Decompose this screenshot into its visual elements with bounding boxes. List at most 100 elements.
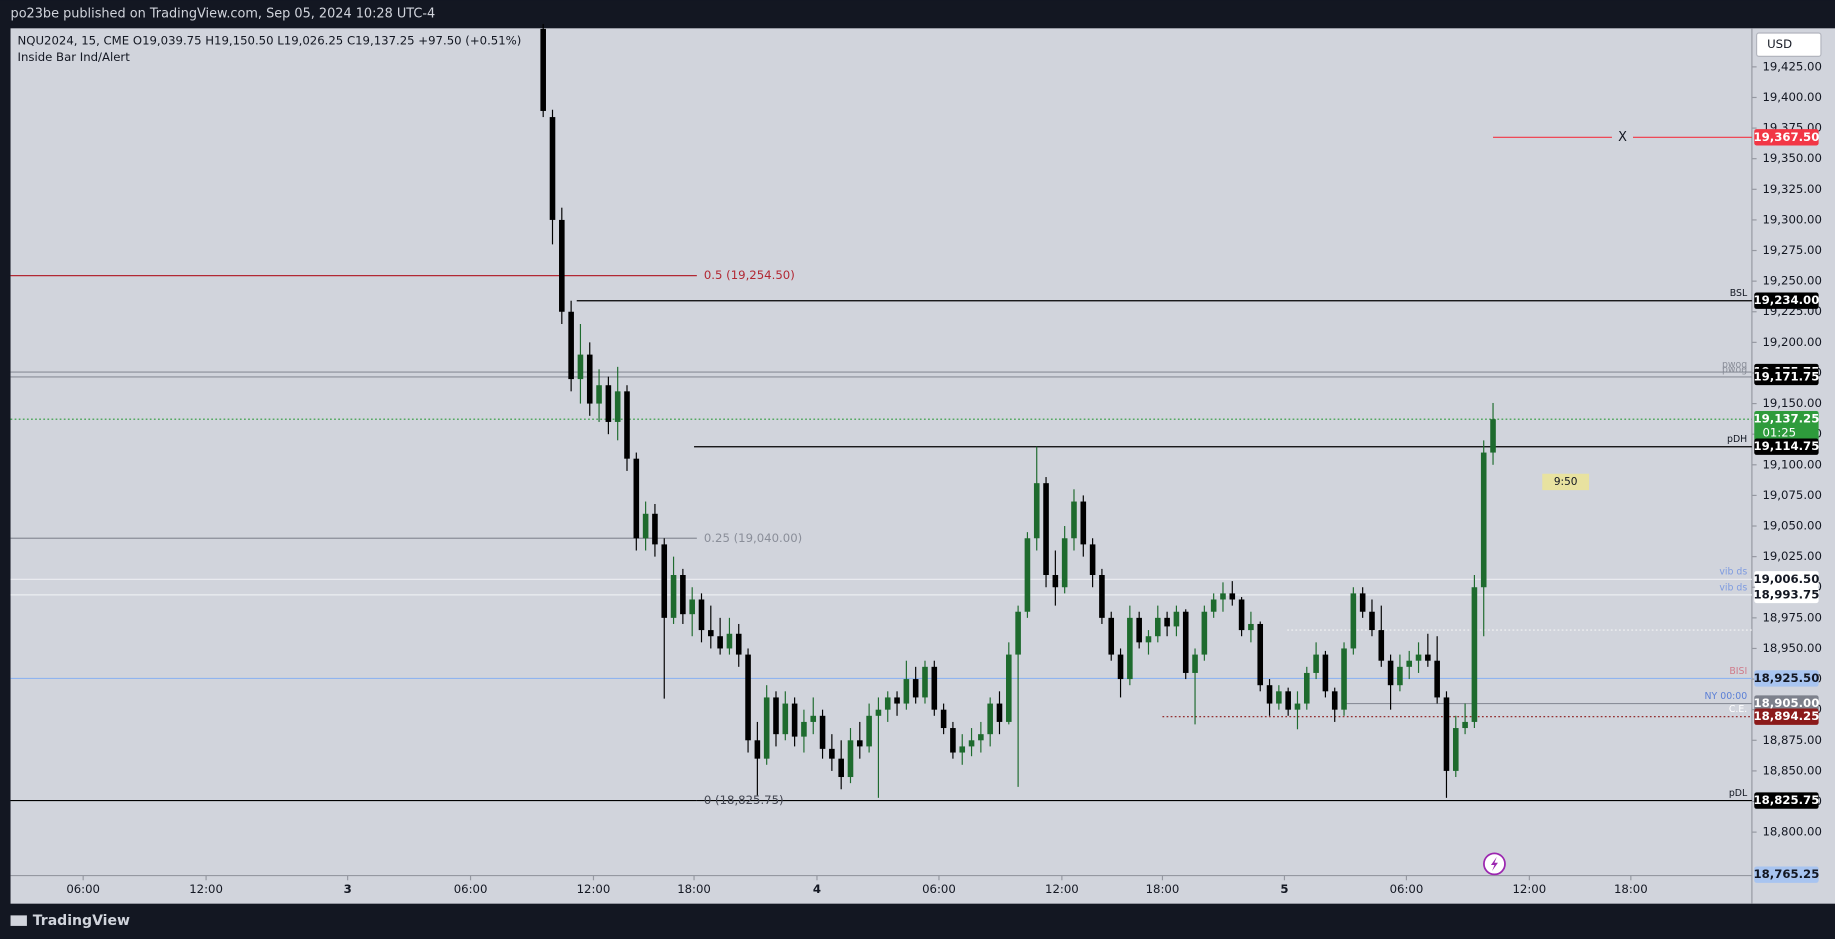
- candle-body: [1257, 623, 1264, 686]
- y-tick-label: 18,850.00: [1762, 763, 1821, 777]
- candle-body: [1248, 623, 1254, 631]
- x-tick-label: 12:00: [1513, 882, 1547, 896]
- level-label: vib ds: [1719, 582, 1747, 593]
- brand-logo: [10, 915, 27, 926]
- candle-body: [661, 544, 668, 618]
- price-tag: [1754, 571, 1819, 588]
- legend-symbol: NQU2024, 15, CME O19,039.75 H19,150.50 L…: [18, 34, 522, 48]
- candle-body: [549, 117, 556, 220]
- candle-body: [782, 703, 789, 735]
- candle-body: [1480, 452, 1487, 588]
- candle-body: [1033, 483, 1040, 539]
- candle-body: [1378, 630, 1385, 661]
- level-label: C.E.: [1729, 704, 1747, 715]
- candle-body: [1210, 599, 1217, 612]
- candle-body: [1220, 593, 1226, 600]
- price-tag: [1754, 292, 1819, 309]
- annotation-box: [1542, 473, 1590, 491]
- candle-body: [922, 666, 928, 698]
- flash-icon[interactable]: [1483, 852, 1506, 876]
- y-tick-label: 18,950.00: [1762, 641, 1821, 655]
- x-tick-label: 18:00: [1146, 882, 1180, 896]
- candle-body: [1406, 660, 1413, 667]
- price-tag: [1754, 129, 1819, 146]
- candle-body: [1359, 593, 1366, 612]
- price-tag: [1754, 670, 1819, 687]
- candle-body: [1266, 685, 1273, 704]
- candle-body: [875, 709, 882, 716]
- candle-body: [1099, 574, 1105, 618]
- plot-area: [10, 28, 1752, 876]
- level-label: 0 (18,825.75): [704, 793, 784, 807]
- annotation-text: 9:50: [1554, 476, 1578, 488]
- price-tag: [1754, 866, 1819, 883]
- candle-body: [857, 740, 863, 747]
- candle-body: [633, 458, 640, 539]
- candle-body: [1173, 611, 1180, 627]
- candle-body: [540, 28, 546, 111]
- candle-body: [1490, 419, 1496, 453]
- candle-body: [996, 703, 1003, 722]
- x-tick-label: 12:00: [1045, 882, 1079, 896]
- level-label: pDL: [1729, 788, 1748, 799]
- candle-body: [1127, 617, 1133, 680]
- candle-body: [1071, 501, 1077, 539]
- x-tick-label: 06:00: [922, 882, 956, 896]
- y-tick-label: 19,425.00: [1762, 59, 1821, 73]
- price-tag: [1754, 368, 1819, 386]
- price-tag-label: 18,925.50: [1754, 671, 1820, 685]
- candle-body: [1154, 617, 1161, 637]
- y-tick-label: 19,200.00: [1762, 335, 1821, 349]
- candle-body: [642, 513, 649, 539]
- level-label: pwog: [1722, 364, 1747, 375]
- candle-body: [987, 703, 993, 735]
- candle-body: [559, 219, 565, 312]
- candle-body: [1387, 660, 1394, 686]
- candle-body: [763, 697, 770, 759]
- price-tag-label: 18,894.25: [1754, 709, 1820, 723]
- candle-body: [1043, 483, 1049, 575]
- price-axis: [1751, 28, 1835, 904]
- level-label: BISI: [1729, 666, 1747, 677]
- price-tag-countdown: 01:25: [1762, 426, 1796, 440]
- candle-body: [1145, 636, 1152, 643]
- level-label: pDH: [1727, 434, 1747, 445]
- candle-body: [1238, 599, 1245, 631]
- candle-body: [596, 385, 602, 404]
- candle-body: [912, 679, 919, 698]
- candle-body: [819, 715, 826, 749]
- y-tick-label: 19,050.00: [1762, 519, 1821, 533]
- price-tag-label: 19,234.00: [1754, 293, 1820, 307]
- price-tag-label: 18,825.75: [1754, 793, 1820, 807]
- legend-indicator: Inside Bar Ind/Alert: [18, 50, 131, 64]
- candle-body: [1443, 697, 1450, 771]
- candle-body: [1015, 611, 1021, 655]
- currency-box[interactable]: [1756, 32, 1822, 57]
- candle-body: [1285, 691, 1291, 710]
- y-tick-label: 19,275.00: [1762, 243, 1821, 257]
- publisher: po23be published on TradingView.com, Sep…: [11, 7, 436, 22]
- candle-body: [1136, 617, 1142, 643]
- level-label: 0.25 (19,040.00): [704, 531, 802, 545]
- candle-body: [1061, 538, 1068, 588]
- y-tick-label: 19,300.00: [1762, 212, 1821, 226]
- candle-body: [605, 385, 612, 422]
- candle-body: [624, 391, 630, 459]
- candle-body: [1201, 611, 1208, 655]
- y-tick-label: 19,325.00: [1762, 182, 1821, 196]
- price-tag: [1754, 438, 1819, 455]
- x-tick-label: 12:00: [577, 882, 611, 896]
- candle-body: [894, 697, 900, 704]
- x-tick-label: 06:00: [66, 882, 100, 896]
- candle-body: [614, 391, 621, 422]
- candle-body: [1024, 538, 1031, 612]
- candle-body: [1425, 654, 1431, 661]
- price-tag-label: 18,993.75: [1754, 587, 1820, 601]
- candle-body: [1089, 544, 1096, 575]
- level-label: vib ds: [1719, 567, 1747, 578]
- time-axis: [10, 875, 1752, 904]
- price-tag: [1754, 792, 1819, 809]
- candle-body: [577, 354, 584, 380]
- price-tag-label: 19,171.75: [1754, 369, 1820, 383]
